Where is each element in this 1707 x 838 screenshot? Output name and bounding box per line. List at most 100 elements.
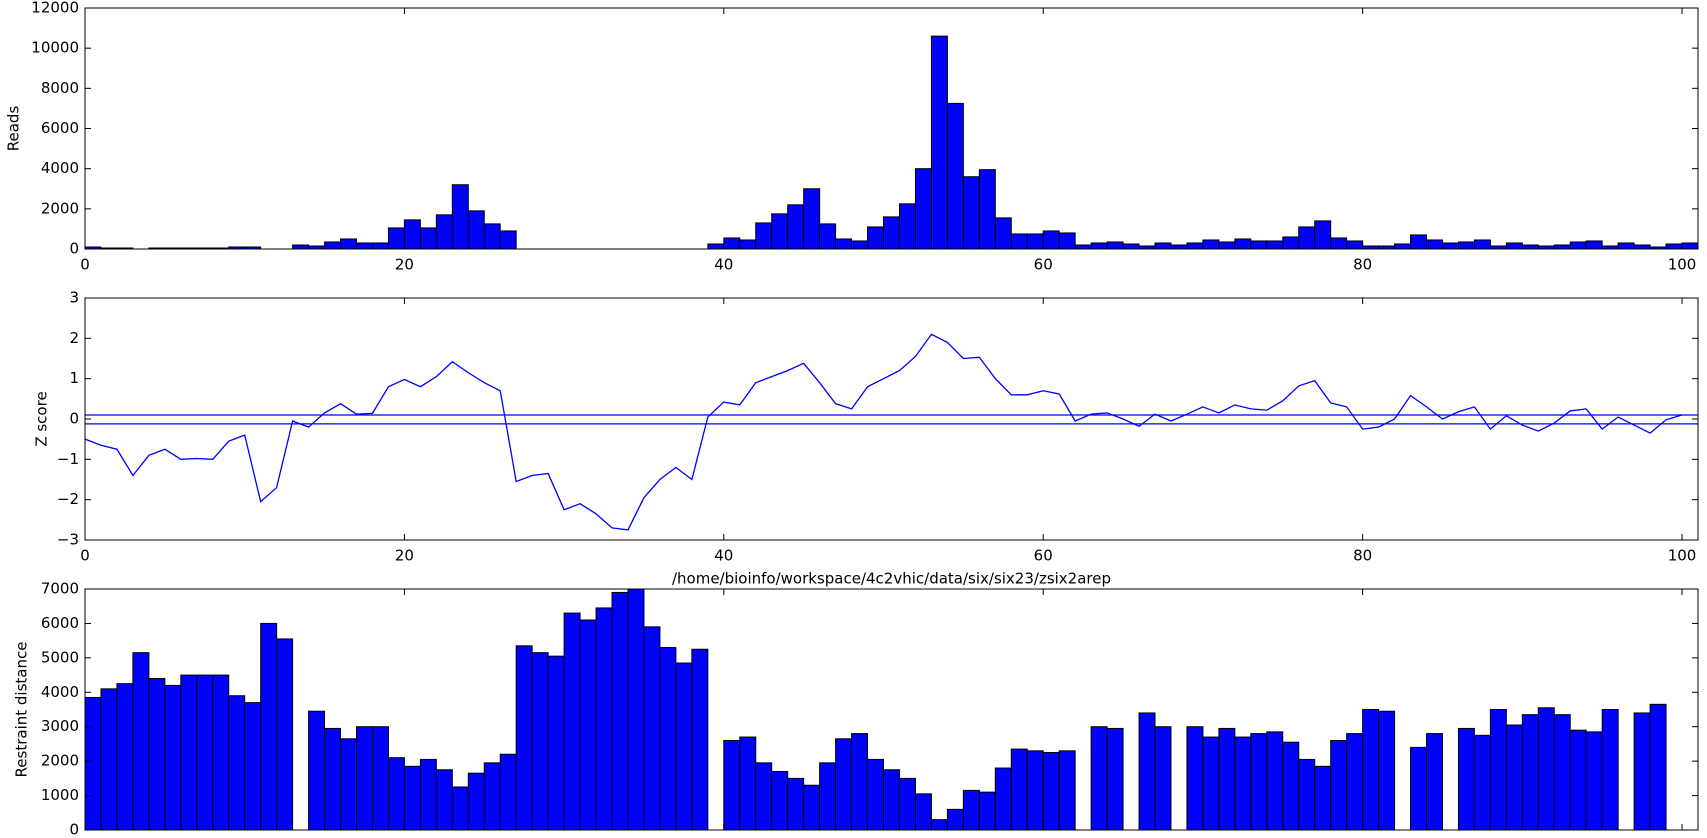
- y-tick-label: 6000: [41, 119, 79, 137]
- bar: [978, 791, 996, 831]
- y-tick-label: 8000: [41, 79, 79, 97]
- bar: [1346, 733, 1364, 831]
- y-tick-label: 0: [69, 410, 79, 428]
- bar: [803, 188, 821, 250]
- bar: [723, 739, 741, 831]
- bar: [1202, 736, 1220, 831]
- bar: [739, 736, 757, 831]
- bar: [1585, 240, 1603, 250]
- bar: [547, 655, 565, 831]
- bar: [100, 688, 118, 831]
- bar: [1026, 750, 1044, 831]
- bar: [1473, 734, 1491, 831]
- bar: [1569, 241, 1587, 250]
- bar: [1569, 729, 1587, 831]
- bar: [1378, 710, 1396, 831]
- bar: [867, 758, 885, 831]
- bar: [1090, 242, 1108, 250]
- bar: [499, 230, 517, 250]
- bar: [755, 762, 773, 831]
- bar: [1394, 243, 1412, 250]
- bar: [355, 726, 373, 831]
- bar: [835, 238, 853, 250]
- bar: [419, 227, 437, 250]
- y-tick-label: 2000: [41, 199, 79, 217]
- bar: [946, 102, 964, 250]
- bar: [387, 757, 405, 831]
- bar: [1681, 242, 1699, 250]
- y-tick-label: −3: [57, 531, 79, 549]
- y-axis-label: Z score: [33, 391, 51, 446]
- axes-frame: [84, 588, 1699, 831]
- bar: [483, 223, 501, 250]
- x-tick-label: 0: [80, 547, 90, 565]
- bar: [1330, 739, 1348, 831]
- bar: [994, 767, 1012, 831]
- bar: [244, 702, 262, 831]
- bar: [1601, 709, 1619, 831]
- bar: [1106, 727, 1124, 831]
- bar: [1633, 712, 1651, 831]
- y-axis-label: Reads: [5, 106, 23, 152]
- axes-frame: [84, 297, 1699, 541]
- bar: [371, 242, 389, 250]
- bar: [803, 784, 821, 831]
- bar: [1489, 709, 1507, 831]
- y-tick-label: 2000: [41, 752, 79, 770]
- bar: [1649, 703, 1667, 831]
- bar: [292, 244, 310, 250]
- x-tick-label: 60: [1034, 547, 1053, 565]
- bar: [260, 622, 278, 831]
- bar: [962, 176, 980, 250]
- bar: [914, 168, 932, 250]
- bar: [867, 226, 885, 250]
- bar: [467, 210, 485, 250]
- x-tick-label: 100: [1668, 256, 1697, 274]
- bar: [994, 217, 1012, 250]
- chart-title: /home/bioinfo/workspace/4c2vhic/data/six…: [672, 570, 1111, 588]
- bar: [1553, 714, 1571, 831]
- bar: [276, 638, 294, 831]
- bar: [1090, 726, 1108, 831]
- bar: [1537, 707, 1555, 831]
- bar: [324, 241, 342, 250]
- bar: [1058, 750, 1076, 831]
- bar: [196, 674, 214, 831]
- bar: [1010, 748, 1028, 831]
- bar: [403, 219, 421, 250]
- bar: [1266, 240, 1284, 250]
- bar: [1026, 233, 1044, 250]
- bar: [611, 591, 629, 831]
- bar: [1457, 241, 1475, 250]
- bar: [116, 683, 134, 831]
- bar: [962, 789, 980, 831]
- bar: [1410, 746, 1428, 831]
- bar: [1521, 714, 1539, 831]
- bar: [435, 769, 453, 831]
- bar: [1250, 240, 1268, 250]
- bar: [324, 727, 342, 831]
- bar: [1106, 241, 1124, 250]
- bar: [819, 762, 837, 831]
- y-tick-label: 3: [69, 289, 79, 307]
- bar: [1410, 234, 1428, 250]
- bar: [643, 626, 661, 831]
- y-tick-label: −1: [57, 450, 79, 468]
- bar: [340, 738, 357, 831]
- bar: [1521, 244, 1539, 250]
- bar: [1505, 724, 1523, 831]
- bar: [419, 758, 437, 831]
- bar: [707, 243, 725, 250]
- bar: [787, 777, 805, 831]
- bar: [1362, 709, 1380, 831]
- bar: [946, 808, 964, 831]
- bar: [1138, 712, 1156, 831]
- bar: [1426, 733, 1443, 831]
- bar: [1426, 239, 1443, 250]
- bar: [387, 227, 405, 250]
- x-tick-label: 100: [1668, 547, 1697, 565]
- bar: [148, 678, 166, 831]
- x-tick-label: 40: [714, 547, 733, 565]
- bar: [1234, 736, 1252, 831]
- x-tick-label: 40: [714, 256, 733, 274]
